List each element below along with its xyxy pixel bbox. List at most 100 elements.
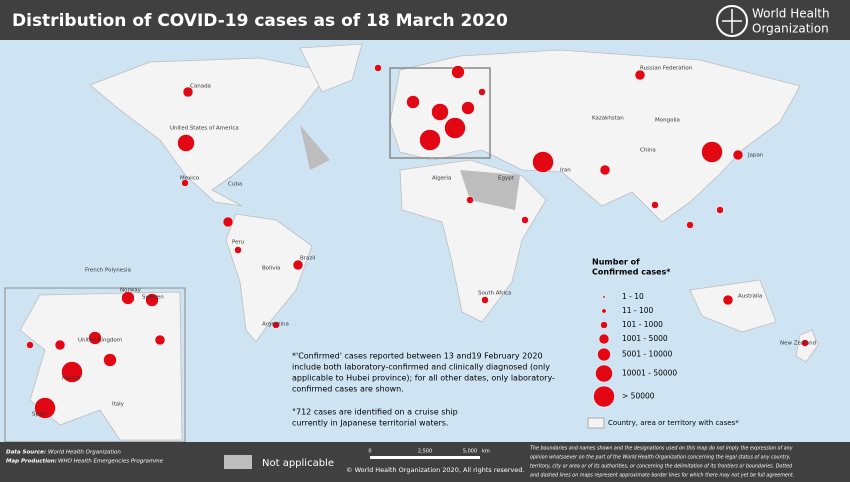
- country-label: Algeria: [432, 176, 451, 182]
- legend: Number of Confirmed cases* 1 - 10 11 - 10…: [587, 258, 739, 429]
- not-applicable-swatch: [224, 455, 252, 469]
- legend-label: 5001 - 10000: [622, 350, 673, 359]
- legend-title: Number of: [592, 258, 640, 267]
- case-bubble: [451, 65, 465, 79]
- country-label: United States of America: [170, 126, 239, 132]
- case-bubble: [177, 134, 195, 152]
- country-label: Mongolia: [655, 118, 680, 124]
- case-bubble: [182, 86, 194, 98]
- case-bubble: [634, 69, 646, 81]
- case-bubble: [406, 95, 420, 109]
- case-bubble: [374, 64, 382, 72]
- case-bubble: [181, 179, 189, 187]
- case-bubble: [222, 216, 234, 228]
- country-label: Norway: [120, 288, 142, 294]
- production: WHO Health Emergencies Programme: [58, 459, 164, 465]
- north-america: [89, 57, 331, 207]
- not-applicable-label: Not applicable: [262, 458, 334, 469]
- inset-europe: [19, 291, 183, 441]
- country-label: South Africa: [478, 291, 511, 297]
- country-label: Kazakhstan: [592, 116, 624, 122]
- case-bubble: [701, 141, 723, 163]
- scale-label: 2,500: [418, 449, 432, 455]
- country-label: China: [640, 148, 656, 154]
- case-bubble: [686, 221, 694, 229]
- australia: [689, 279, 777, 333]
- who-logo-mark: [722, 9, 742, 33]
- legend-bubble: [598, 333, 610, 345]
- case-bubble: [599, 164, 611, 176]
- case-bubble: [54, 339, 66, 351]
- continents: [89, 43, 819, 363]
- country-label: Peru: [232, 240, 244, 246]
- case-bubble: [154, 334, 166, 346]
- case-bubble: [88, 331, 102, 345]
- country-label: Egypt: [498, 176, 515, 182]
- copyright: © World Health Organization 2020, All ri…: [346, 466, 524, 474]
- disclaimer-line: The boundaries and names shown and the d…: [530, 446, 793, 452]
- note-line: confirmed cases are shown.: [292, 385, 404, 394]
- case-bubble: [234, 246, 242, 254]
- europe-frame: [389, 67, 491, 159]
- case-bubble: [478, 88, 486, 96]
- legend-bubble: [600, 321, 608, 329]
- data-source-label: Data Source:: [6, 450, 46, 456]
- org-line: Organization: [752, 22, 829, 36]
- legend-bubble: [595, 364, 613, 383]
- country-label: United Kingdom: [78, 338, 122, 344]
- legend-bubble: [601, 308, 607, 314]
- legend-label: 1 - 10: [622, 292, 644, 301]
- case-bubble: [716, 206, 724, 214]
- country-label: French Polynesia: [85, 268, 131, 274]
- case-bubble: [801, 339, 809, 347]
- data-source: World Health Organization: [48, 450, 121, 456]
- case-bubble: [481, 296, 489, 304]
- case-bubble: [651, 201, 659, 209]
- south-america: [225, 213, 313, 343]
- country-label: Bolivia: [262, 266, 280, 272]
- legend-label: > 50000: [622, 392, 655, 401]
- case-bubble: [103, 353, 117, 367]
- disclaimer-line: opinion whatsoever on the part of the Wo…: [530, 455, 790, 461]
- legend-title: Confirmed cases*: [592, 268, 671, 277]
- title: Distribution of COVID-19 cases as of 18 …: [12, 11, 508, 31]
- country-label: Brazil: [300, 256, 316, 262]
- country-label: France: [62, 376, 81, 382]
- disclaimer-line: territory, city or area or of its author…: [530, 464, 793, 470]
- legend-label: 11 - 100: [622, 306, 654, 315]
- case-bubble: [272, 321, 280, 329]
- who-logo: [716, 5, 748, 37]
- case-bubble: [461, 101, 475, 115]
- case-bubble: [121, 291, 135, 305]
- legend-bubble: [593, 385, 615, 408]
- case-bubble: [722, 294, 734, 306]
- country-label: Sweden: [142, 295, 164, 301]
- header-band: [0, 0, 850, 40]
- scale-label: 5,000: [463, 449, 477, 455]
- legend-bubble: [597, 347, 611, 362]
- eurasia: [389, 49, 801, 223]
- case-bubble: [61, 361, 83, 383]
- country-label: Australia: [738, 294, 762, 300]
- country-label: Italy: [112, 402, 125, 408]
- country-label: Argentina: [262, 322, 289, 328]
- note-line: *'Confirmed' cases reported between 13 a…: [292, 352, 543, 361]
- case-bubble: [444, 117, 466, 139]
- country-label: Mexico: [180, 176, 200, 182]
- org-line: World Health: [752, 7, 830, 21]
- production-label: Map Production:: [6, 459, 57, 465]
- scale-unit: km: [482, 449, 490, 455]
- case-bubble: [521, 216, 529, 224]
- case-bubble: [26, 341, 34, 349]
- country-label: Cuba: [228, 182, 242, 188]
- case-bubble: [466, 196, 474, 204]
- labels: Canada United States of America Mexico Cuba…: [32, 66, 816, 418]
- notes: *'Confirmed' cases reported between 13 a…: [292, 352, 555, 428]
- country-label: Russian Federation: [640, 66, 693, 72]
- greenland: [299, 43, 363, 93]
- case-bubble: [145, 293, 159, 307]
- bubbles: [26, 64, 809, 419]
- country-label: Spain: [32, 412, 48, 418]
- territory-swatch: [587, 417, 605, 429]
- note-line: currently in Japanese territorial waters…: [292, 419, 449, 428]
